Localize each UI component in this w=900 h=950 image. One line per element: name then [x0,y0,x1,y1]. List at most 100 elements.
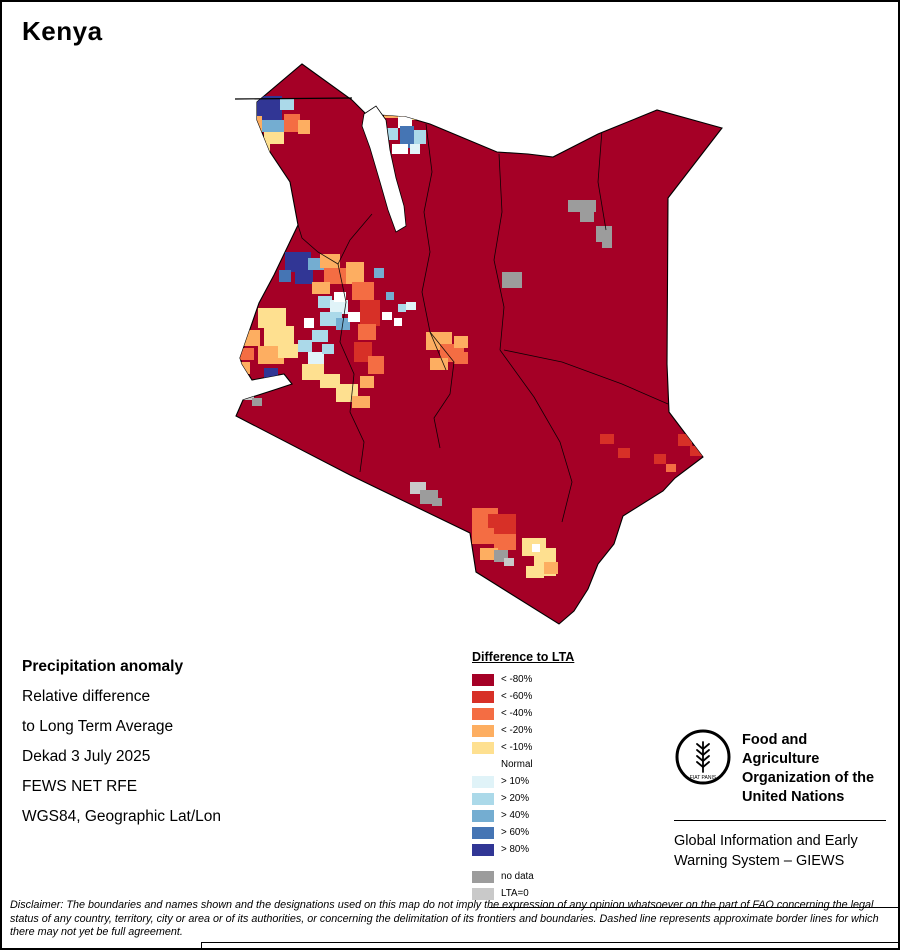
anomaly-cell [312,330,328,342]
anomaly-cell [295,270,313,284]
anomaly-cell [330,300,348,314]
anomaly-cell [250,96,282,120]
legend-swatch [472,887,494,900]
horizontal-rule-artifact [489,907,898,908]
anomaly-cell [386,128,398,140]
anomaly-cell [532,544,540,552]
fao-motto: FIAT PANIS [690,775,717,781]
anomaly-cell [334,292,346,302]
text-line: Global Information and Early [674,833,858,849]
anomaly-cell [618,448,630,458]
kenya-landmass [235,63,723,625]
anomaly-cell [432,498,442,506]
anomaly-cell [360,376,374,388]
legend-label: > 10% [501,776,530,787]
legend-label: > 20% [501,793,530,804]
legend-label: > 60% [501,827,530,838]
anomaly-cell [398,304,406,312]
anomaly-cell [600,434,614,444]
text-line: Organization of the [742,770,875,786]
legend-label: > 40% [501,810,530,821]
anomaly-cell [346,262,364,284]
anomaly-cell [454,336,468,348]
text-line: FEWS NET RFE [22,778,138,795]
page-title: Kenya [22,16,103,46]
legend-swatch [472,724,494,737]
anomaly-cell [412,108,426,120]
anomaly-cell [278,344,298,358]
anomaly-cell [596,226,612,242]
legend-label: no data [501,871,534,882]
anomaly-cell [526,566,544,578]
legend-swatch [472,843,494,856]
kenya-map [234,63,723,625]
anomaly-cell [472,528,494,544]
legend-label: < -60% [501,691,533,702]
anomaly-cell [394,318,402,326]
text-line: United Nations [742,789,845,805]
anomaly-cell [690,446,702,456]
legend-label: < -10% [501,742,533,753]
giews-text: Global Information and Early Warning Syst… [674,831,886,871]
anomaly-cell [264,132,284,144]
legend-swatch [472,775,494,788]
anomaly-cell [322,344,334,354]
anomaly-cell [246,116,262,140]
legend-label: LTA=0 [501,888,529,899]
anomaly-cell [430,358,448,370]
text-line: Food and Agriculture [742,732,820,767]
anomaly-cell [320,374,340,388]
anomaly-cell [400,126,414,148]
legend-swatch [472,741,494,754]
anomaly-cell [666,464,676,472]
anomaly-cell [454,352,468,364]
legend-extra-rows: no data LTA=0 [472,868,574,902]
anomaly-cell [264,326,294,348]
legend-row: < -60% [472,688,574,705]
legend-row: > 40% [472,807,574,824]
legend-label: < -40% [501,708,533,719]
anomaly-cell [568,200,596,212]
legend-row: > 60% [472,824,574,841]
legend-label: < -80% [501,674,533,685]
text-line: Precipitation anomaly [22,658,184,675]
anomaly-cell [488,514,516,536]
anomaly-cell [414,130,426,144]
anomaly-cell [392,144,408,154]
legend-swatch [472,792,494,805]
legend-label: < -20% [501,725,533,736]
admin-boundaries [297,123,669,523]
anomaly-cell [374,268,384,278]
anomaly-cell [348,312,360,322]
legend-swatch [472,707,494,720]
legend-row: < -20% [472,722,574,739]
anomaly-cell [494,534,516,550]
legend-title: Difference to LTA [472,650,575,664]
text-line: WGS84, Geographic Lat/Lon [22,808,222,825]
text-line: Warning System – GIEWS [674,853,845,869]
legend-label: > 80% [501,844,530,855]
fao-divider [674,820,886,821]
anomaly-cell [360,300,380,326]
ilemi-line [234,97,353,100]
anomaly-cell [398,116,412,128]
legend-row: LTA=0 [472,885,574,902]
lake-turkana [361,105,407,233]
disclaimer-text: Disclaimer: The boundaries and names sho… [10,899,879,938]
anomaly-cell [602,240,612,248]
legend-swatch [472,690,494,703]
anomaly-cell [312,282,330,294]
legend-swatch [472,870,494,883]
text-line: to Long Term Average [22,718,174,735]
horizontal-scrollbar[interactable] [201,942,898,948]
anomaly-cell [580,212,594,222]
anomaly-cell [368,356,384,374]
anomaly-cell [279,270,291,282]
anomaly-cell [654,454,666,464]
anomaly-cell [504,558,514,566]
fao-block: FIAT PANIS Food and Agriculture Organizat… [674,728,886,871]
anomaly-cell [352,396,370,408]
legend-row: > 80% [472,841,574,858]
anomaly-cell [304,318,314,328]
anomaly-cell [240,348,254,360]
